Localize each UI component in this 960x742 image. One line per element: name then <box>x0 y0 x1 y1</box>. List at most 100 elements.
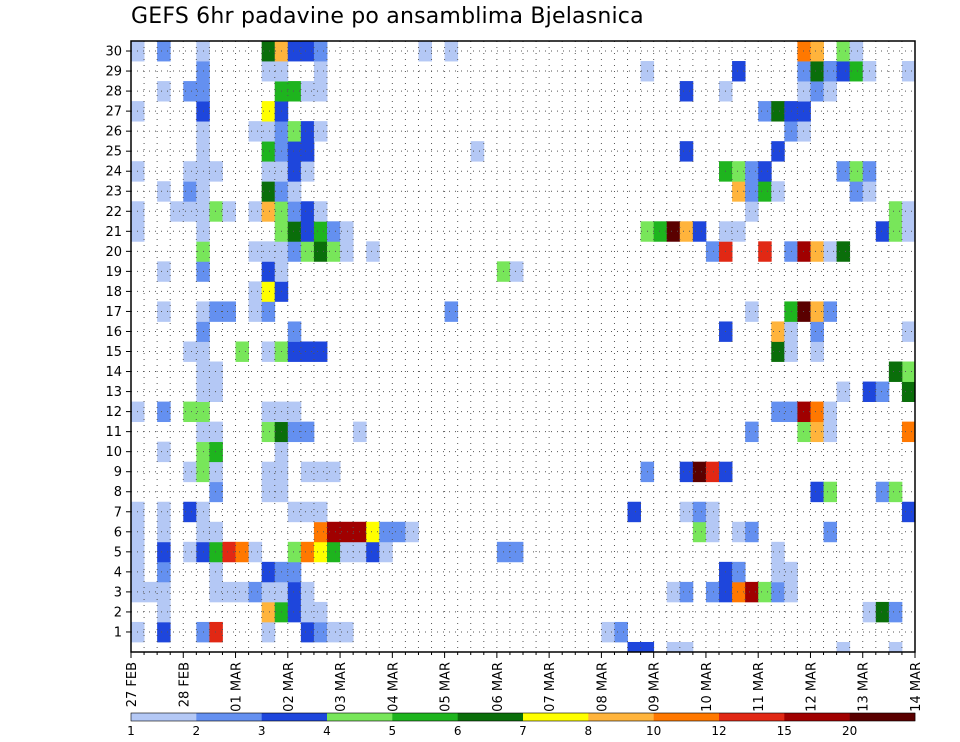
heatmap-cell <box>627 501 641 523</box>
heatmap-cell <box>300 241 315 262</box>
heatmap-cell <box>157 581 171 603</box>
x-axis: 27 FEB 28 FEB 01 MAR 02 MAR 03 MAR 04 MAR 05 M… <box>125 652 924 712</box>
colorbar-segment <box>457 713 524 721</box>
heatmap-cell <box>144 581 158 603</box>
heatmap-cell <box>170 201 184 222</box>
heatmap-cell <box>836 381 851 402</box>
heatmap-cell <box>235 581 249 603</box>
heatmap-cell <box>287 161 302 182</box>
heatmap-cell <box>287 581 302 603</box>
colorbar-label: 7 <box>519 724 527 738</box>
heatmap-cell <box>248 541 263 563</box>
heatmap-cell <box>209 161 223 182</box>
heatmap-cell <box>810 61 824 82</box>
heatmap-cell <box>901 501 916 523</box>
heatmap-cell <box>771 101 785 122</box>
heatmap-cell <box>745 201 759 222</box>
colorbar-segment <box>261 713 328 721</box>
y-tick-label: 24 <box>105 165 122 180</box>
heatmap-cell <box>797 421 811 443</box>
heatmap-cell <box>209 201 223 222</box>
y-tick-label: 14 <box>105 365 122 380</box>
y-tick-label: 13 <box>105 385 122 400</box>
heatmap-cell <box>732 161 746 182</box>
heatmap-cell <box>732 581 746 603</box>
heatmap-cell <box>679 641 694 653</box>
x-tick-label: 06 MAR <box>491 662 506 712</box>
heatmap-cell <box>300 201 315 222</box>
heatmap-cell <box>692 501 707 523</box>
heatmap-cell <box>836 241 851 262</box>
heatmap-cell <box>379 541 393 563</box>
heatmap-cell <box>797 241 811 262</box>
heatmap-cell <box>313 341 328 362</box>
colorbar-segment <box>653 713 720 721</box>
y-tick-label: 28 <box>105 85 122 100</box>
heatmap-cell <box>810 301 824 322</box>
heatmap-cell <box>313 621 328 643</box>
heatmap-cell <box>888 481 903 503</box>
heatmap-cell <box>261 581 276 603</box>
heatmap-cell <box>157 441 171 463</box>
heatmap-cell <box>300 601 315 623</box>
heatmap-cell <box>810 481 824 503</box>
heatmap-cell <box>183 341 197 362</box>
colorbar-label: 12 <box>711 724 726 738</box>
heatmap-cell <box>209 581 223 603</box>
heatmap-cell <box>732 521 746 543</box>
colorbar-segment <box>719 713 785 721</box>
heatmap-cell <box>287 541 302 563</box>
heatmap-cell <box>261 181 276 202</box>
heatmap-cell <box>679 461 694 483</box>
x-tick-label: 27 FEB <box>125 662 140 707</box>
x-tick-label: 13 MAR <box>857 662 872 712</box>
heatmap-cell <box>287 241 302 262</box>
heatmap-cell <box>901 421 916 443</box>
heatmap-cell <box>797 301 811 322</box>
heatmap-cell <box>679 501 694 523</box>
heatmap-cell <box>705 521 720 543</box>
heatmap-cell <box>300 341 315 362</box>
x-tick-label: 05 MAR <box>439 662 454 712</box>
heatmap-cell <box>692 221 707 242</box>
heatmap-cell <box>888 641 903 653</box>
heatmap-cell <box>888 201 903 222</box>
y-tick-label: 8 <box>114 485 122 500</box>
heatmap-cell <box>209 361 223 382</box>
heatmap-cell <box>849 181 864 202</box>
y-tick-label: 3 <box>114 585 122 600</box>
y-tick-label: 21 <box>105 225 122 240</box>
colorbar-segment <box>327 713 393 721</box>
colorbar-segment <box>849 713 916 721</box>
heatmap-cell <box>313 241 328 262</box>
heatmap-cell <box>157 41 171 62</box>
heatmap-cell <box>692 521 707 543</box>
x-tick-label: 14 MAR <box>909 662 924 712</box>
heatmap-cell <box>287 221 302 242</box>
heatmap-cell <box>261 401 276 423</box>
heatmap-cell <box>313 521 328 543</box>
heatmap-cell <box>300 621 315 643</box>
heatmap-cell <box>745 581 759 603</box>
heatmap-cell <box>679 221 694 242</box>
heatmap-cell <box>340 221 354 242</box>
heatmap-cell <box>745 181 759 202</box>
heatmap-cell <box>209 621 223 643</box>
heatmap-cell <box>732 561 746 583</box>
heatmap-cell <box>248 241 263 262</box>
heatmap-cell <box>810 41 824 62</box>
x-tick-label: 28 FEB <box>177 662 192 707</box>
heatmap-cell <box>692 461 707 483</box>
colorbar-label: 1 <box>127 724 135 738</box>
heatmap-cell <box>313 461 328 483</box>
colorbar-label: 4 <box>323 724 331 738</box>
heatmap-cell <box>183 401 197 423</box>
heatmap-cell <box>771 181 785 202</box>
colorbar-label: 15 <box>777 724 792 738</box>
heatmap-cell <box>222 541 236 563</box>
heatmap-cell <box>209 561 223 583</box>
heatmap-cell <box>327 541 341 563</box>
heatmap-cell <box>379 521 393 543</box>
heatmap-cell <box>157 621 171 643</box>
heatmap-cell <box>287 501 302 523</box>
